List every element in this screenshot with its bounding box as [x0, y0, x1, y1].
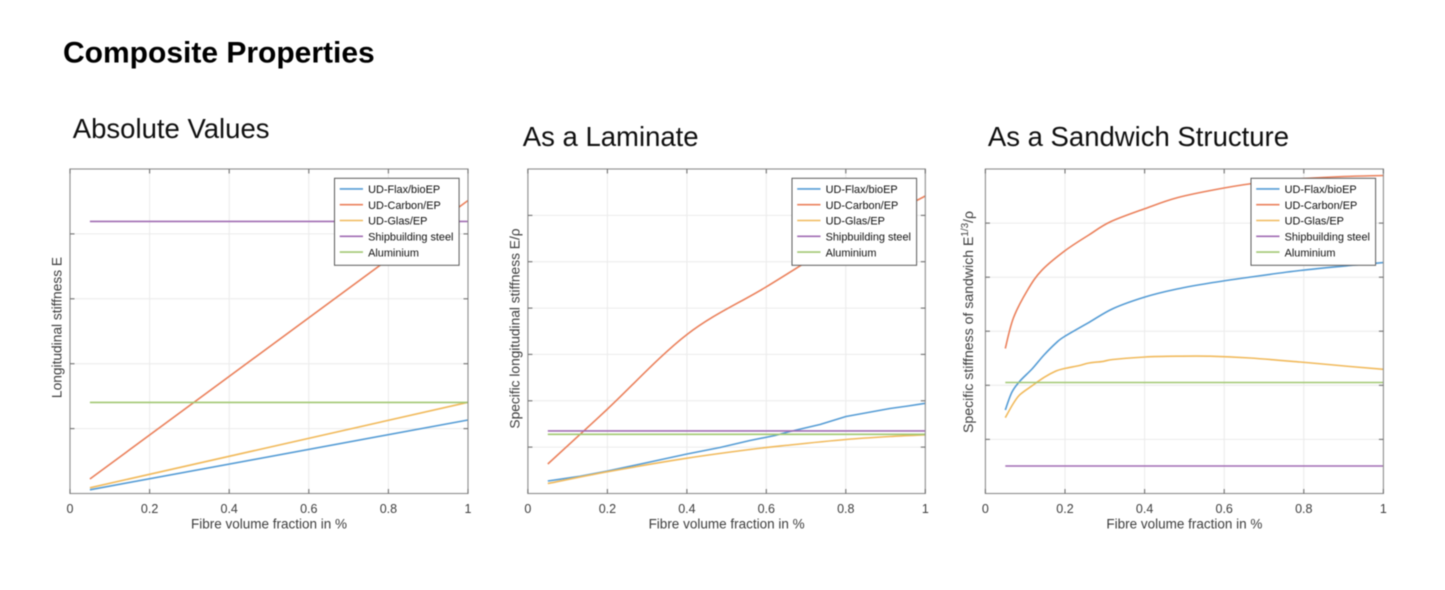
svg-text:UD-Glas/EP: UD-Glas/EP — [826, 216, 885, 228]
svg-text:As a Laminate: As a Laminate — [523, 121, 699, 152]
svg-text:0.8: 0.8 — [1295, 502, 1312, 516]
svg-text:0.2: 0.2 — [141, 502, 158, 516]
svg-text:UD-Flax/bioEP: UD-Flax/bioEP — [1285, 184, 1357, 196]
svg-text:Shipbuilding steel: Shipbuilding steel — [368, 232, 453, 244]
svg-text:1: 1 — [922, 502, 929, 516]
svg-text:UD-Flax/bioEP: UD-Flax/bioEP — [826, 184, 898, 196]
svg-text:Composite Properties: Composite Properties — [63, 36, 375, 69]
svg-text:UD-Glas/EP: UD-Glas/EP — [368, 216, 427, 228]
svg-text:Fibre volume fraction in %: Fibre volume fraction in % — [1106, 516, 1262, 531]
svg-text:0.4: 0.4 — [1136, 502, 1153, 516]
svg-text:UD-Carbon/EP: UD-Carbon/EP — [368, 200, 441, 212]
svg-text:0.6: 0.6 — [300, 502, 317, 516]
svg-text:UD-Carbon/EP: UD-Carbon/EP — [826, 200, 899, 212]
svg-text:Aluminium: Aluminium — [368, 247, 419, 259]
svg-text:UD-Carbon/EP: UD-Carbon/EP — [1285, 200, 1358, 212]
svg-text:Aluminium: Aluminium — [1285, 247, 1336, 259]
svg-text:Shipbuilding steel: Shipbuilding steel — [826, 232, 911, 244]
svg-text:0.4: 0.4 — [678, 502, 695, 516]
svg-text:Longitudinal stiffness E: Longitudinal stiffness E — [50, 257, 65, 398]
svg-text:Fibre volume fraction in %: Fibre volume fraction in % — [191, 516, 347, 531]
svg-text:UD-Flax/bioEP: UD-Flax/bioEP — [368, 184, 440, 196]
svg-text:0.8: 0.8 — [837, 502, 854, 516]
svg-text:0.6: 0.6 — [758, 502, 775, 516]
svg-text:Specific stiffness of sandwich: Specific stiffness of sandwich E1/3/ρ — [960, 211, 976, 433]
svg-text:1: 1 — [465, 502, 472, 516]
svg-text:0.6: 0.6 — [1216, 502, 1233, 516]
svg-text:Aluminium: Aluminium — [826, 247, 877, 259]
svg-text:Absolute Values: Absolute Values — [73, 113, 270, 144]
svg-text:Fibre volume fraction in %: Fibre volume fraction in % — [649, 516, 805, 531]
svg-text:0.4: 0.4 — [221, 502, 238, 516]
svg-text:0.2: 0.2 — [1056, 502, 1073, 516]
svg-text:0: 0 — [67, 502, 74, 516]
svg-text:Shipbuilding steel: Shipbuilding steel — [1285, 232, 1370, 244]
svg-text:0: 0 — [982, 502, 989, 516]
svg-text:0.8: 0.8 — [380, 502, 397, 516]
svg-text:As a Sandwich Structure: As a Sandwich Structure — [988, 121, 1289, 152]
svg-text:0.2: 0.2 — [599, 502, 616, 516]
svg-text:Specific longitudinal stiffnes: Specific longitudinal stiffness E/ρ — [508, 228, 523, 428]
svg-text:UD-Glas/EP: UD-Glas/EP — [1285, 216, 1344, 228]
svg-text:1: 1 — [1380, 502, 1387, 516]
svg-text:0: 0 — [524, 502, 531, 516]
